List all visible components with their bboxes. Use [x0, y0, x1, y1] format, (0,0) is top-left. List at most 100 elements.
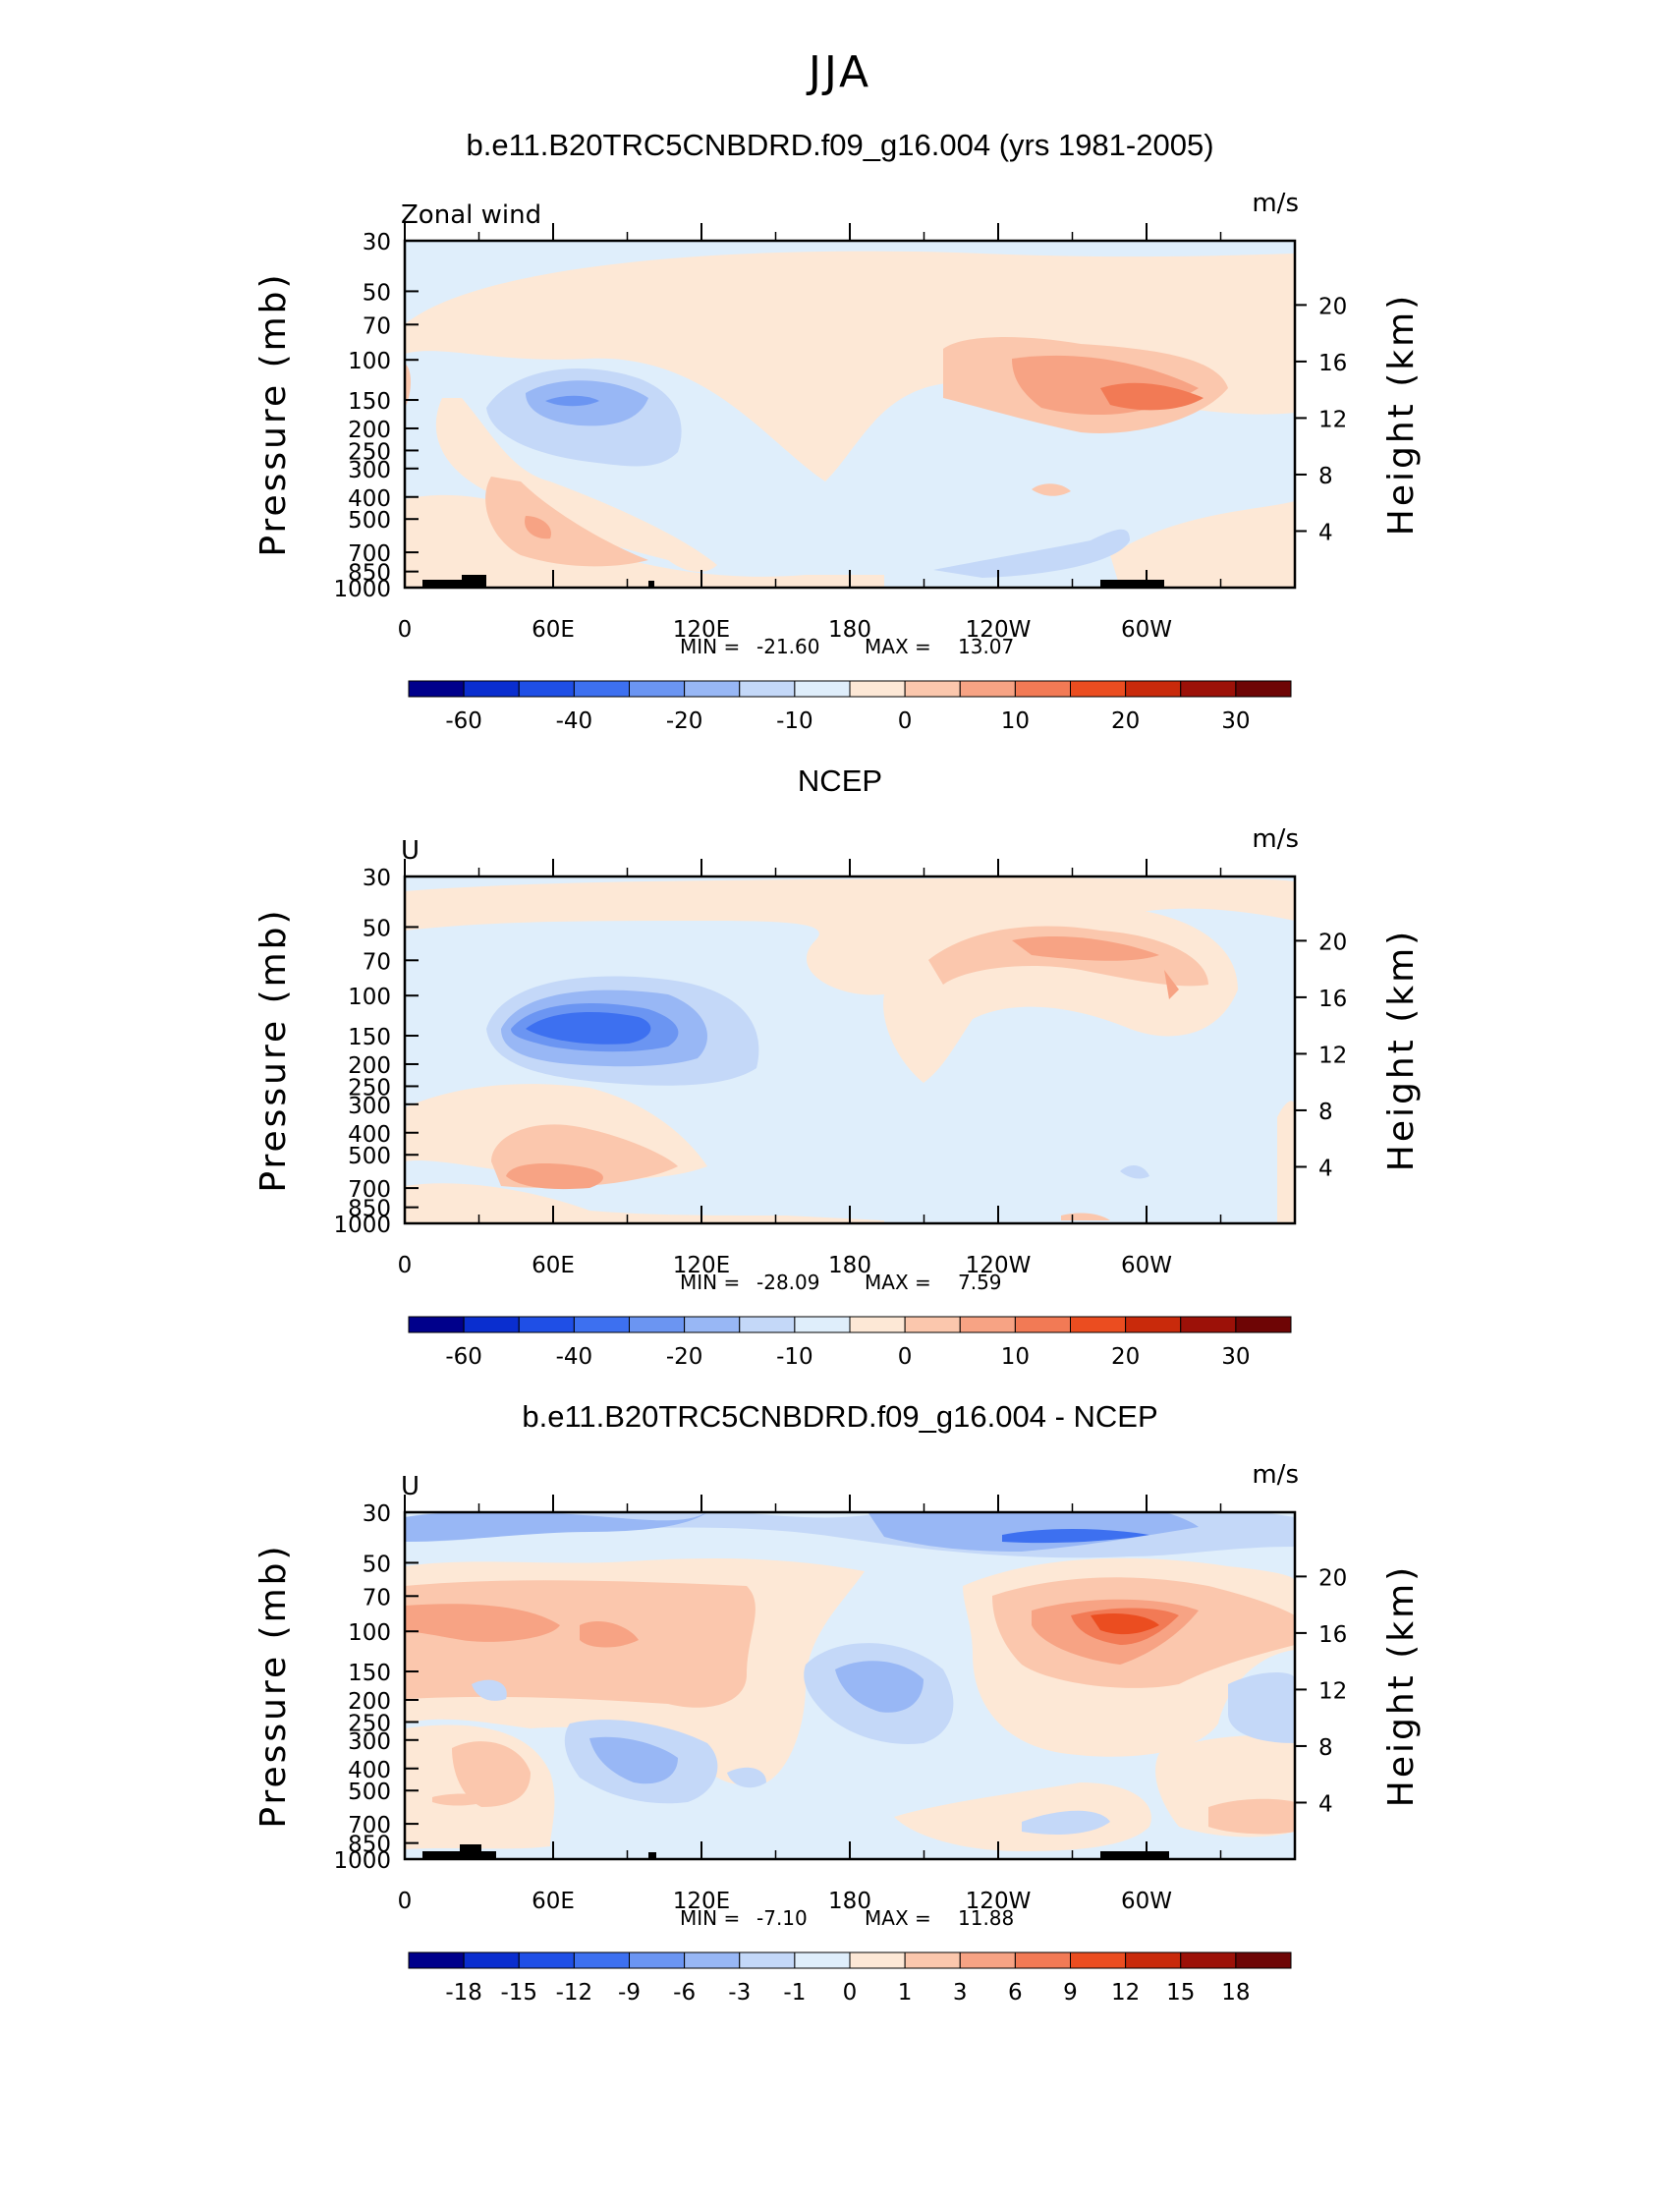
contour-region [1012, 935, 1159, 961]
contour-field [405, 876, 1295, 1223]
y-right-tick-label: 12 [1318, 407, 1347, 432]
colorbar-label: -1 [783, 1980, 806, 2006]
y-right-axis-title: Height (km) [1381, 929, 1422, 1171]
min-value: -7.10 [756, 1906, 808, 1930]
y-right-tick-label: 4 [1318, 1156, 1333, 1181]
colorbar-label: 18 [1221, 1980, 1250, 2006]
y-tick-label: 50 [363, 916, 391, 941]
y-tick-label: 150 [348, 1661, 391, 1686]
y-tick-label: 70 [363, 1585, 391, 1611]
x-tick-label: 120E [673, 617, 730, 643]
figure: JJA b.e11.B20TRC5CNBDRD.f09_g16.004 (yrs… [253, 47, 1422, 2006]
panel-left-label: U [401, 1472, 420, 1501]
colorbar-box [794, 680, 851, 698]
colorbar-box [959, 1951, 1016, 1969]
colorbar-label: -40 [556, 708, 593, 734]
x-tick-label: 180 [828, 1253, 871, 1278]
colorbar-box [408, 1951, 465, 1969]
colorbar-box [684, 1951, 741, 1969]
x-tick-label: 180 [828, 617, 871, 643]
panel-left-label: U [401, 836, 420, 866]
colorbar-label: -12 [556, 1980, 593, 2006]
colorbar-box [959, 680, 1016, 698]
y-tick-label: 500 [348, 1780, 391, 1805]
colorbar-label: 30 [1221, 708, 1250, 734]
colorbar-box [739, 1316, 796, 1333]
y-right-tick-label: 4 [1318, 1791, 1333, 1817]
colorbar-box [518, 1316, 575, 1333]
contour-region [1228, 1672, 1295, 1743]
colorbar-label: 0 [898, 708, 913, 734]
colorbar-label: 9 [1063, 1980, 1078, 2006]
contour-region [1061, 1213, 1110, 1220]
y-tick-label: 850 [348, 561, 391, 587]
contour-region [727, 1767, 766, 1788]
panel-1-chart: Zonal wind m/s305070100150200250300400500… [253, 189, 1422, 734]
colorbar-label: 30 [1221, 1344, 1250, 1370]
y-tick-label: 300 [348, 458, 391, 483]
max-label: MAX = [865, 635, 931, 658]
colorbar-box [1014, 680, 1071, 698]
units-label: m/s [1252, 1460, 1299, 1490]
y-tick-label: 700 [348, 541, 391, 567]
colorbar-box [904, 1316, 961, 1333]
y-tick-label: 300 [348, 1729, 391, 1755]
colorbar-box [573, 1316, 630, 1333]
colorbar-box [1235, 680, 1292, 698]
colorbar-label: -18 [445, 1980, 482, 2006]
colorbar-box [904, 1951, 961, 1969]
contour-region [525, 516, 551, 539]
contour-region [1164, 970, 1179, 999]
y-tick-label: 850 [348, 1833, 391, 1858]
colorbar-box [408, 1316, 465, 1333]
y-right-axis-title: Height (km) [1381, 1564, 1422, 1807]
colorbar-label: 1 [898, 1980, 913, 2006]
contour-region [526, 1012, 651, 1045]
colorbar-label: -3 [728, 1980, 751, 2006]
y-tick-label: 100 [348, 1620, 391, 1646]
y-tick-label: 200 [348, 418, 391, 443]
colorbar-box [408, 680, 465, 698]
colorbar-label: -10 [776, 1344, 813, 1370]
min-label: MIN = [680, 635, 740, 658]
colorbar-label: -10 [776, 708, 813, 734]
colorbar-label: 10 [1001, 1344, 1030, 1370]
contour-region [405, 1512, 707, 1542]
y-right-tick-label: 8 [1318, 1735, 1333, 1761]
colorbar-box [1180, 1316, 1237, 1333]
x-tick-label: 0 [398, 1889, 413, 1914]
contour-region [1100, 382, 1204, 411]
contour-field [405, 1512, 1295, 1859]
y-axis-title: Pressure (mb) [253, 907, 294, 1192]
colorbar-box [794, 1316, 851, 1333]
y-axis-title: Pressure (mb) [253, 1543, 294, 1828]
topography-mask [648, 1852, 656, 1859]
x-tick-label: 120W [966, 1253, 1032, 1278]
contour-field [405, 241, 1295, 588]
x-tick-label: 120W [966, 1889, 1032, 1914]
max-value: 13.07 [958, 635, 1014, 658]
colorbar-box [629, 1951, 686, 1969]
y-right-tick-label: 20 [1318, 930, 1347, 955]
colorbar-box [573, 680, 630, 698]
y-right-tick-label: 20 [1318, 1565, 1347, 1591]
colorbar-box [573, 1951, 630, 1969]
colorbar-box [959, 1316, 1016, 1333]
y-right-tick-label: 12 [1318, 1678, 1347, 1704]
y-tick-label: 1000 [333, 577, 391, 602]
colorbar-label: -20 [666, 708, 703, 734]
y-right-tick-label: 8 [1318, 464, 1333, 489]
colorbar-box [463, 1316, 520, 1333]
panel-left-label: Zonal wind [401, 200, 541, 230]
figure-title: JJA [808, 47, 872, 97]
y-tick-label: 250 [348, 1075, 391, 1101]
y-tick-label: 100 [348, 985, 391, 1010]
topography-mask [648, 581, 654, 588]
colorbar-box [1235, 1316, 1292, 1333]
x-tick-label: 180 [828, 1889, 871, 1914]
contour-region [472, 1679, 507, 1701]
panel-1-title: b.e11.B20TRC5CNBDRD.f09_g16.004 (yrs 198… [466, 128, 1214, 162]
topography-mask [422, 1844, 496, 1859]
